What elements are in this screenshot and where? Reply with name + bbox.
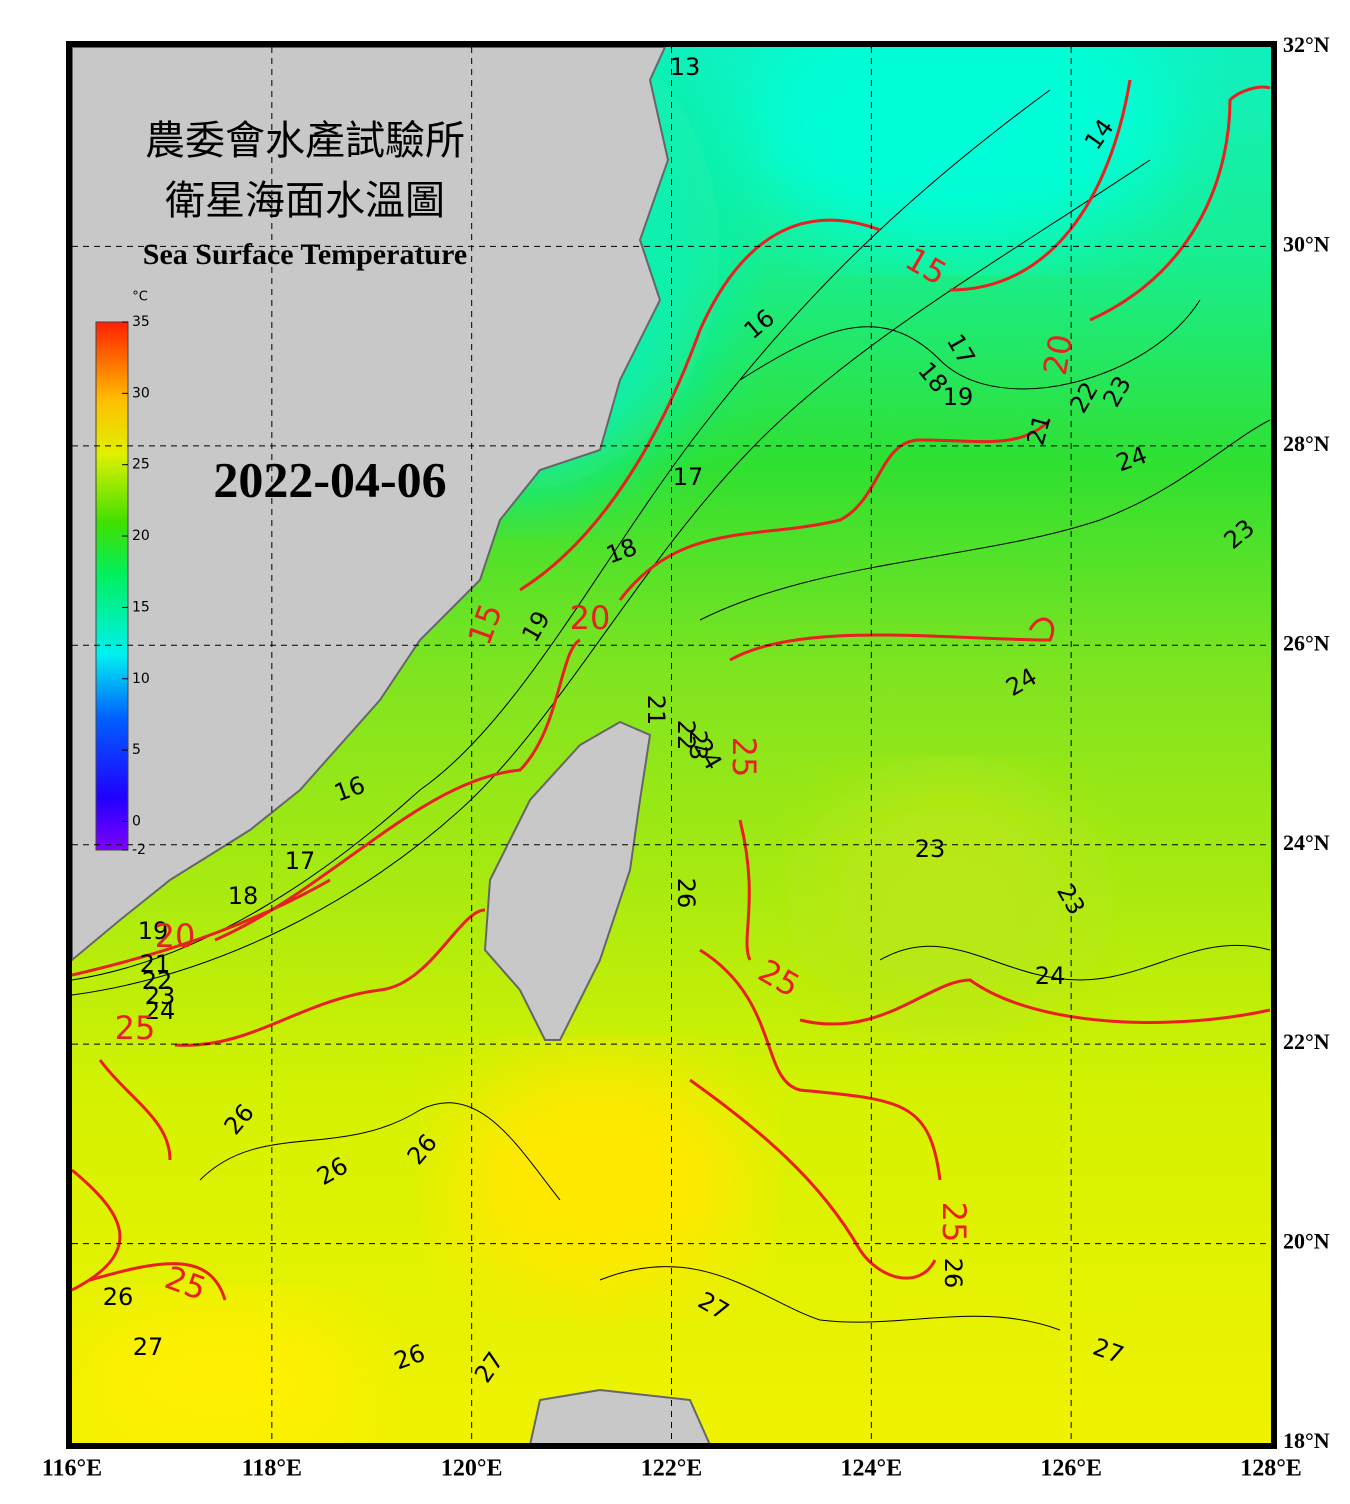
isotherm-label: 25 [725,737,763,778]
isotherm-label: 25 [115,1009,156,1047]
y-tick-label: 24°N [1283,830,1330,855]
colorbar-tick-label: 35 [132,314,150,330]
contour-label: 26 [672,878,700,909]
contour-label: 17 [673,463,704,491]
y-tick-label: 30°N [1283,231,1330,256]
map-frame [66,41,1277,1449]
colorbar-tick-label: 25 [132,457,150,473]
contour-label: 22 [672,720,700,751]
y-tick-label: 26°N [1283,630,1330,655]
colorbar-tick-label: 0 [132,813,141,829]
colorbar-tick-label: 5 [132,742,141,758]
isotherm-label: 25 [935,1202,973,1243]
contour-label: 18 [228,882,259,910]
contour-label: 23 [684,730,712,761]
x-tick-label: 116°E [42,1456,102,1482]
contour-label: 17 [285,847,316,875]
x-tick-label: 124°E [841,1456,903,1482]
contour-label: 23 [915,835,946,863]
x-tick-label: 120°E [441,1456,503,1482]
contour-label: 19 [943,383,974,411]
colorbar-tick-label: 10 [132,671,150,687]
x-tick-label: 118°E [242,1456,302,1482]
colorbar-tick-label: 30 [132,385,150,401]
contour-label: 21 [642,695,670,726]
y-tick-label: 28°N [1283,431,1330,456]
colorbar-tick-label: -2 [132,842,146,858]
contour-label: 19 [138,917,169,945]
x-tick-label: 126°E [1040,1456,1102,1482]
contour-label: 21 [140,950,171,978]
contour-label: 27 [133,1333,164,1361]
title-zh: 農委會水產試驗所 [145,118,465,163]
contour-label: 23 [145,982,176,1010]
y-tick-label: 32°N [1283,32,1330,57]
contour-label: 22 [142,967,173,995]
contour-label: 13 [670,53,701,81]
y-tick-label: 20°N [1283,1229,1330,1254]
x-tick-label: 128°E [1240,1456,1302,1482]
contour-label: 26 [939,1258,967,1289]
isotherm-label: 20 [1036,331,1080,378]
colorbar-tick-label: 15 [132,599,150,615]
date: 2022-04-06 [213,451,446,507]
isotherm-label: 20 [570,599,611,637]
y-tick-label: 22°N [1283,1029,1330,1054]
colorbar-tick-label: 20 [132,528,150,544]
contour-label: 24 [1035,962,1066,990]
contour-label: 26 [103,1283,134,1311]
colorbar [95,321,129,851]
x-tick-label: 122°E [641,1456,703,1482]
contour-label: 24 [145,997,176,1025]
title-en: Sea Surface Temperature [143,238,467,271]
y-tick-label: 18°N [1283,1428,1330,1453]
title-zh: 衛星海面水溫圖 [165,178,445,223]
isotherm-label: 20 [155,917,196,955]
colorbar-unit: °C [132,290,148,305]
